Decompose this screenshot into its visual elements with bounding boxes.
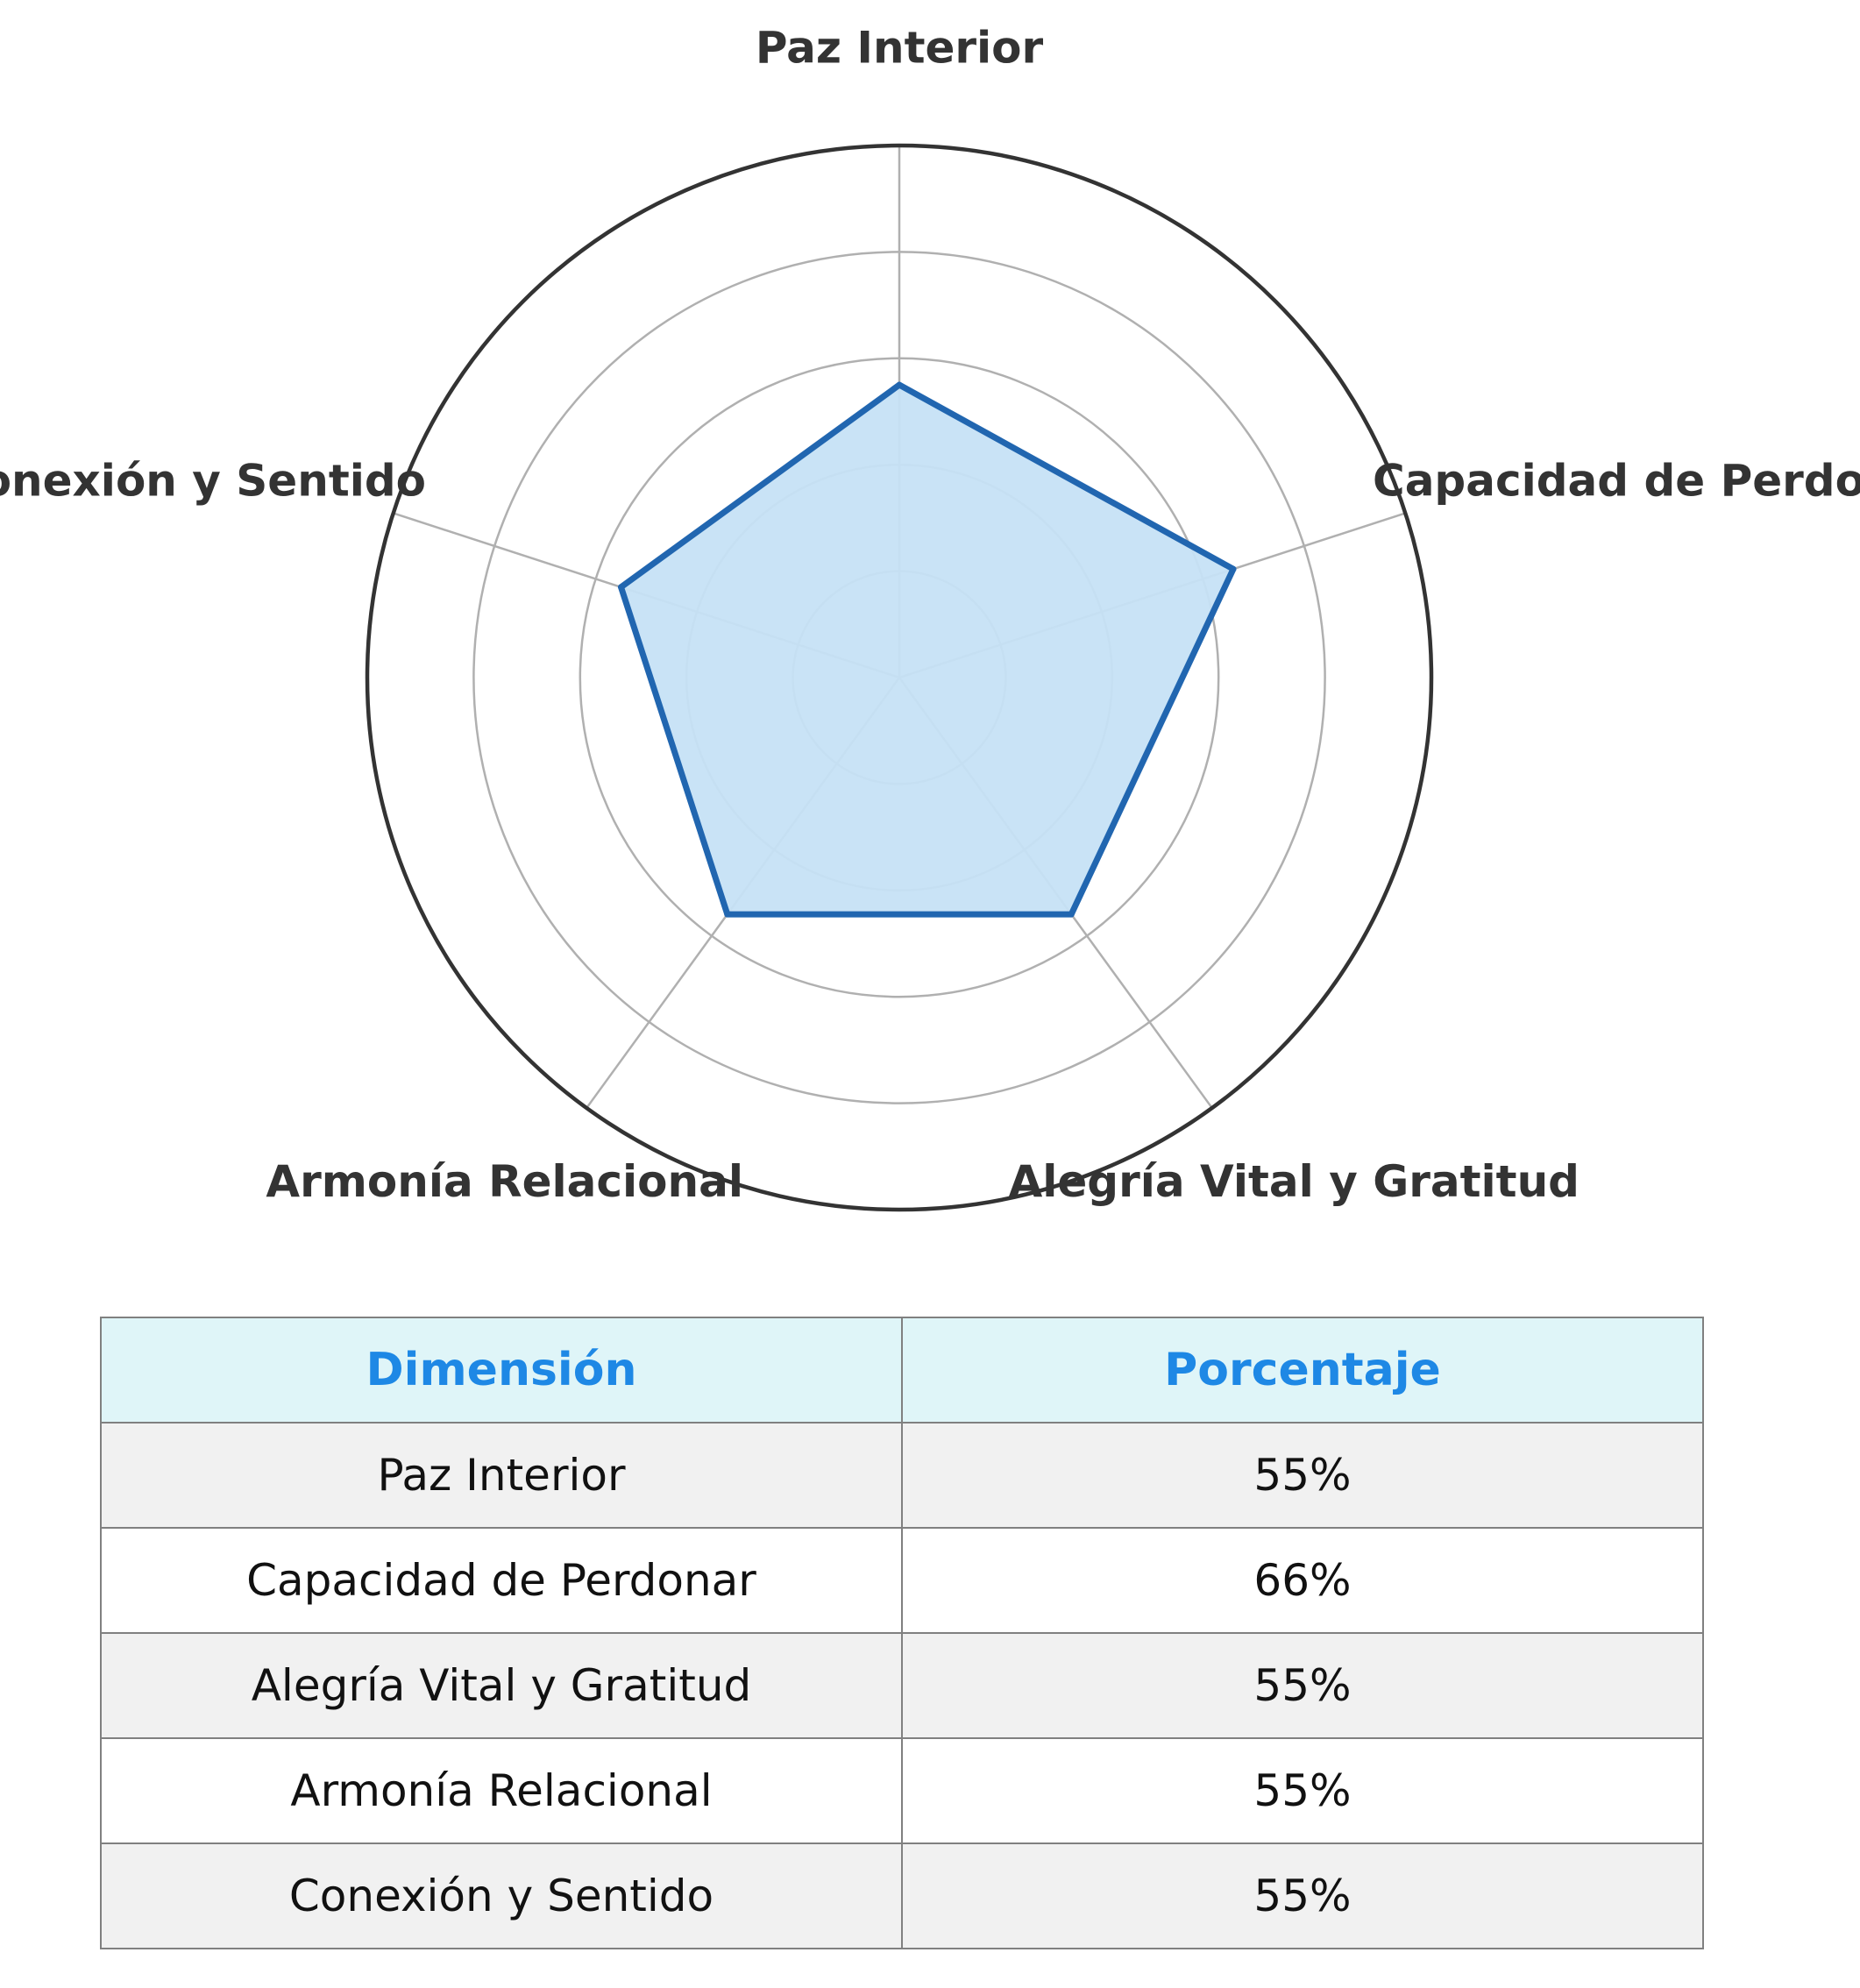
cell-dimension: Paz Interior <box>100 1422 903 1529</box>
series-polygon <box>618 381 1237 918</box>
radar-axis-labels: Paz Interior Capacidad de Perdonar Alegría… <box>0 23 1860 1207</box>
axis-label-3: Alegría Vital y Gratitud <box>1009 1156 1580 1207</box>
header-dimension: Dimensión <box>100 1317 903 1424</box>
cell-percentage: 55% <box>901 1737 1704 1844</box>
data-point-5 <box>617 584 624 591</box>
table-header-row: Dimensión Porcentaje <box>100 1317 1704 1424</box>
radar-chart: Paz Interior Capacidad de Perdonar Alegría… <box>0 23 1860 1212</box>
cell-percentage: 66% <box>901 1527 1704 1634</box>
cell-dimension: Capacidad de Perdonar <box>100 1527 903 1634</box>
data-point-2 <box>1230 565 1237 572</box>
cell-dimension: Alegría Vital y Gratitud <box>100 1632 903 1739</box>
cell-percentage: 55% <box>901 1422 1704 1529</box>
data-point-4 <box>724 911 731 918</box>
cell-dimension: Armonía Relacional <box>100 1737 903 1844</box>
dimension-table: Dimensión Porcentaje Paz Interior 55% Ca… <box>100 1317 1704 1949</box>
axis-label-2: Capacidad de Perdonar <box>1373 456 1860 507</box>
axis-label-4: Armonía Relacional <box>266 1156 743 1207</box>
table-row: Armonía Relacional 55% <box>100 1737 1704 1844</box>
outer-ring <box>365 143 1434 1212</box>
data-point-3 <box>1068 911 1075 918</box>
header-percentage: Porcentaje <box>901 1317 1704 1424</box>
table-row: Capacidad de Perdonar 66% <box>100 1527 1704 1634</box>
cell-dimension: Conexión y Sentido <box>100 1842 903 1949</box>
cell-percentage: 55% <box>901 1842 1704 1949</box>
table-row: Paz Interior 55% <box>100 1422 1704 1529</box>
table-row: Alegría Vital y Gratitud 55% <box>100 1632 1704 1739</box>
cell-percentage: 55% <box>901 1632 1704 1739</box>
axis-label-5: Conexión y Sentido <box>0 456 426 507</box>
axis-label-1: Paz Interior <box>756 23 1044 74</box>
data-point-1 <box>896 381 903 388</box>
table-row: Conexión y Sentido 55% <box>100 1842 1704 1949</box>
radar-series <box>617 381 1237 918</box>
